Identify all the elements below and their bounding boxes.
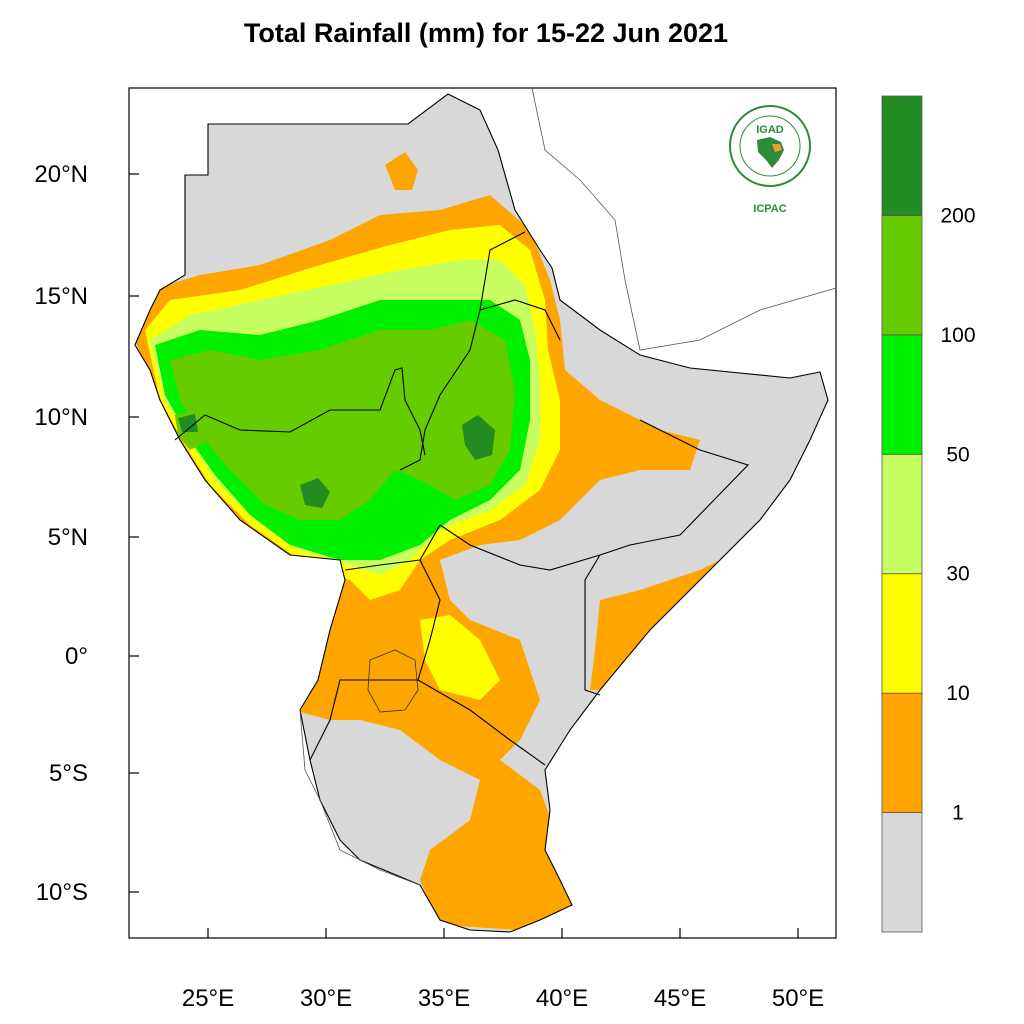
colorbar-label-3: 50 [946,443,969,466]
colorbar: 1 10 30 50 100 200 [881,95,976,933]
icpac-logo: IGAD ICPAC [729,105,811,215]
rainfall-zone-200-plus-sudan [300,478,330,508]
colorbar-label-2: 30 [946,563,969,586]
border-uganda-kenya [417,559,441,681]
longitude-ticks [207,928,799,938]
colorbar-bin-0 [881,812,923,933]
border-south-sudan-uganda [344,524,441,571]
lon-label-30: 30°E [300,985,352,1012]
colorbar-bin-6 [881,95,923,216]
colorbar-bin-5 [881,215,923,336]
latitude-ticks [129,173,139,893]
region-outline [134,93,829,933]
rainfall-zone-200-plus-west [178,414,198,432]
border-kenya-tanzania [417,679,546,766]
logo-name-text: ICPAC [753,203,786,215]
logo-badge-text: IGAD [756,124,784,136]
rainfall-shading [135,152,740,930]
rainfall-zone-10-30-south [420,615,500,700]
colorbar-bin-3 [881,453,923,575]
border-ethiopia-somalia [439,419,750,571]
outside-region-lines [299,87,837,886]
lon-label-50: 50°E [772,985,824,1012]
horn-highlight-icon [772,144,782,152]
colorbar-bin-1 [881,692,923,813]
rainfall-zone-100-200 [170,320,515,520]
colorbar-label-0: 1 [952,802,964,825]
west-neighbor-coast [299,709,421,886]
border-sudan-south-sudan [174,367,426,456]
lat-label-5s: 5°S [49,760,88,787]
colorbar-label-1: 10 [946,682,969,705]
border-eritrea-ethiopia [479,299,561,341]
red-sea-coast-east [531,87,837,351]
lat-label-20n: 20°N [34,161,88,188]
colorbar-bin-4 [881,334,923,455]
lon-label-45: 45°E [654,985,706,1012]
lat-label-10n: 10°N [34,404,88,431]
border-kenya-somalia [584,554,601,696]
colorbar-bin-2 [881,573,923,694]
country-borders [134,93,829,933]
lat-label-15n: 15°N [34,283,88,310]
rainfall-zone-200-plus-ethiopia [462,415,495,460]
border-sudan-eritrea-ethiopia [399,231,526,471]
rainfall-zone-1-10-north [385,152,418,190]
border-tanzania-north [309,679,418,761]
lat-label-5n: 5°N [48,524,88,551]
colorbar-label-4: 100 [940,324,975,347]
lake-victoria [367,649,419,713]
latitude-labels: 20°N 15°N 10°N 5°N 0° 5°S 10°S [34,161,88,906]
lon-label-25: 25°E [182,985,234,1012]
lon-label-35: 35°E [418,985,470,1012]
lat-label-0: 0° [65,643,88,670]
lat-label-10s: 10°S [36,879,88,906]
map-title: Total Rainfall (mm) for 15-22 Jun 2021 [243,18,729,48]
lon-label-40: 40°E [536,985,588,1012]
colorbar-label-5: 200 [940,204,975,227]
longitude-labels: 25°E 30°E 35°E 40°E 45°E 50°E [182,985,824,1012]
